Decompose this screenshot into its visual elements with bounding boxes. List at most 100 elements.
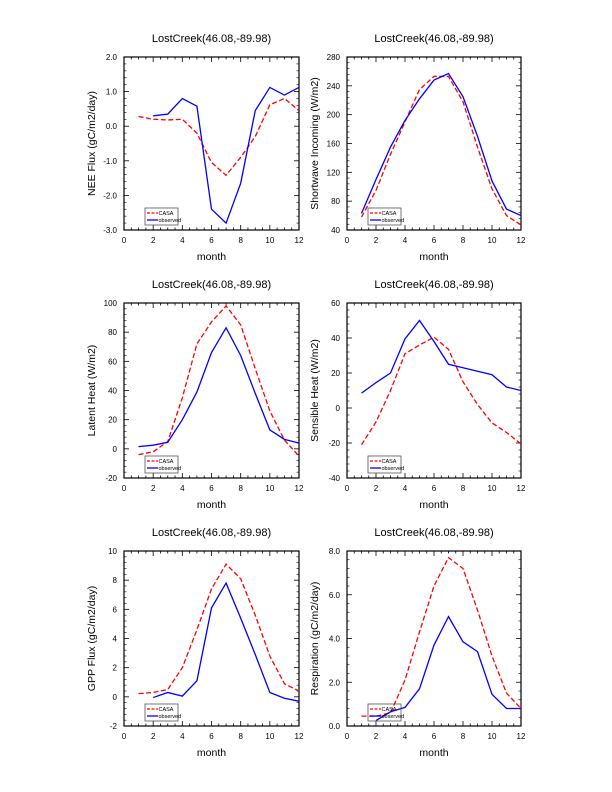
y-tick-label: 1.0: [106, 88, 118, 97]
y-tick-label: 80: [108, 328, 117, 337]
x-tick-label: 4: [180, 732, 185, 741]
x-axis-label: month: [419, 499, 448, 511]
series-line-observed: [152, 581, 299, 702]
x-axis-label: month: [419, 251, 448, 263]
legend-label: observed: [159, 218, 182, 224]
legend-label: observed: [159, 466, 182, 472]
y-tick-label: 120: [327, 168, 341, 177]
chart-title: LostCreek(46.08,-89.98): [152, 33, 271, 45]
y-tick-label: 60: [108, 357, 117, 366]
y-tick-label: -3.0: [103, 226, 117, 235]
x-tick-label: 8: [461, 484, 466, 493]
plot-frame: [346, 302, 522, 479]
legend-box: [144, 703, 179, 722]
y-tick-label: 40: [108, 387, 117, 396]
x-tick-label: 2: [151, 236, 156, 245]
x-tick-label: 0: [345, 484, 350, 493]
plot-frame: [123, 56, 300, 231]
legend-label: observed: [159, 714, 182, 720]
y-tick-label: 0.0: [106, 122, 118, 131]
x-tick-label: 6: [432, 484, 437, 493]
y-axis-label: GPP Flux (gC/m2/day): [86, 586, 98, 691]
x-axis-label: month: [197, 747, 226, 759]
y-tick-label: 6: [113, 605, 118, 614]
y-tick-label: 280: [327, 53, 341, 62]
y-tick-label: -20: [328, 439, 340, 448]
y-axis-label: Respiration (gC/m2/day): [309, 582, 321, 696]
series-line-casa: [360, 336, 521, 446]
legend-label: CASA: [382, 459, 397, 465]
plot-frame: [123, 550, 300, 727]
x-axis-label: month: [419, 747, 448, 759]
series-line-observed: [138, 326, 299, 448]
chart-panel-2: LostCreek(46.08,-89.98) 0 2 4 6 8 10 12 40 80 120 1…: [309, 33, 526, 263]
x-tick-label: 4: [180, 236, 185, 245]
chart-panel-1: LostCreek(46.08,-89.98) 0 2 4 6 8 10 12 -3.0 -2.0…: [86, 33, 304, 263]
x-tick-label: 8: [461, 732, 466, 741]
x-tick-label: 6: [209, 732, 214, 741]
chart-panel-6: LostCreek(46.08,-89.98) 0 2 4 6 8 10 12 0.0 2.0 4.…: [309, 527, 526, 759]
series-line-observed: [360, 72, 521, 217]
y-tick-label: -2: [110, 722, 118, 731]
x-tick-label: 6: [209, 484, 214, 493]
y-tick-label: 0: [113, 445, 118, 454]
y-tick-label: 2: [113, 664, 118, 673]
x-tick-label: 2: [374, 484, 379, 493]
y-tick-label: 2.0: [329, 678, 341, 687]
x-axis-label: month: [197, 499, 226, 511]
series-line-casa: [138, 304, 299, 457]
x-tick-label: 8: [461, 236, 466, 245]
y-tick-label: 0: [336, 404, 341, 413]
chart-title: LostCreek(46.08,-89.98): [152, 279, 271, 291]
x-tick-label: 12: [517, 732, 526, 741]
chart-title: LostCreek(46.08,-89.98): [374, 279, 493, 291]
plot-frame: [346, 56, 522, 231]
series-line-casa: [138, 563, 299, 695]
x-tick-label: 2: [374, 236, 379, 245]
chart-title: LostCreek(46.08,-89.98): [152, 527, 271, 539]
legend-label: CASA: [382, 707, 397, 713]
x-tick-label: 8: [238, 732, 243, 741]
y-tick-label: 8.0: [329, 547, 341, 556]
x-tick-label: 0: [345, 236, 350, 245]
x-tick-label: 6: [432, 236, 437, 245]
y-tick-label: 4.0: [329, 635, 341, 644]
legend-box: [144, 207, 179, 226]
y-tick-label: 0: [113, 693, 118, 702]
series-line-observed: [361, 319, 521, 394]
y-tick-label: 10: [108, 547, 117, 556]
y-tick-label: 200: [327, 111, 341, 120]
legend-box: [144, 455, 179, 474]
x-axis-label: month: [197, 251, 226, 263]
series-line-casa: [361, 556, 521, 717]
y-tick-label: -2.0: [103, 191, 117, 200]
x-tick-label: 0: [122, 484, 127, 493]
x-tick-label: 8: [238, 236, 243, 245]
chart-panel-3: LostCreek(46.08,-89.98) 0 2 4 6 8 10 12 -20 0 20 40…: [86, 279, 304, 511]
x-tick-label: 12: [517, 236, 526, 245]
legend-box: [367, 703, 402, 722]
chart-panel-5: LostCreek(46.08,-89.98) 0 2 4 6 8 10 12 -2 0 2 4 6 8 1…: [86, 527, 304, 759]
y-axis-label: Latent Heat (W/m2): [86, 345, 98, 437]
x-tick-label: 4: [180, 484, 185, 493]
y-tick-label: 80: [331, 197, 340, 206]
x-tick-label: 12: [295, 732, 304, 741]
x-tick-label: 4: [403, 732, 408, 741]
y-tick-label: 100: [104, 299, 118, 308]
x-tick-label: 10: [488, 484, 497, 493]
x-tick-label: 10: [265, 732, 274, 741]
x-tick-label: 4: [403, 484, 408, 493]
y-tick-label: 6.0: [329, 591, 341, 600]
y-tick-label: 40: [331, 226, 340, 235]
x-tick-label: 0: [345, 732, 350, 741]
x-tick-label: 0: [122, 236, 127, 245]
legend-label: CASA: [159, 211, 174, 217]
y-tick-label: 8: [113, 576, 118, 585]
